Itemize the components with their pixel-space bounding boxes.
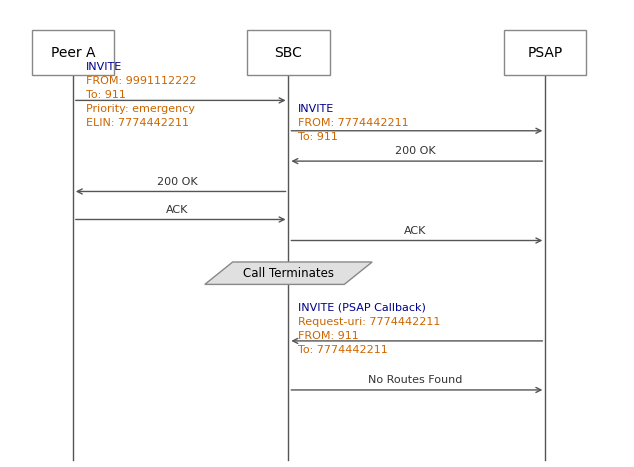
Text: ELIN: 7774442211: ELIN: 7774442211 [86, 119, 188, 128]
Polygon shape [205, 262, 372, 284]
Text: To: 911: To: 911 [298, 133, 338, 142]
Text: To: 911: To: 911 [86, 91, 126, 100]
Text: FROM: 7774442211: FROM: 7774442211 [298, 119, 408, 128]
FancyBboxPatch shape [504, 30, 586, 75]
Text: Call Terminates: Call Terminates [243, 267, 334, 280]
Text: Priority: emergency: Priority: emergency [86, 105, 195, 114]
Text: INVITE: INVITE [298, 105, 334, 114]
Text: ACK: ACK [404, 226, 427, 236]
Text: INVITE (PSAP Callback): INVITE (PSAP Callback) [298, 303, 426, 313]
Text: To: 7774442211: To: 7774442211 [298, 345, 388, 355]
Text: 200 OK: 200 OK [395, 147, 436, 156]
Text: 200 OK: 200 OK [157, 177, 198, 187]
Text: Request-uri: 7774442211: Request-uri: 7774442211 [298, 317, 441, 327]
Text: No Routes Found: No Routes Found [368, 375, 462, 385]
FancyBboxPatch shape [32, 30, 114, 75]
Text: FROM: 911: FROM: 911 [298, 331, 359, 341]
Text: Peer A: Peer A [51, 46, 95, 59]
Text: FROM: 9991112222: FROM: 9991112222 [86, 77, 196, 86]
Text: INVITE: INVITE [86, 63, 122, 72]
FancyBboxPatch shape [247, 30, 330, 75]
Text: SBC: SBC [275, 46, 302, 59]
Text: PSAP: PSAP [527, 46, 563, 59]
Text: ACK: ACK [166, 205, 189, 215]
